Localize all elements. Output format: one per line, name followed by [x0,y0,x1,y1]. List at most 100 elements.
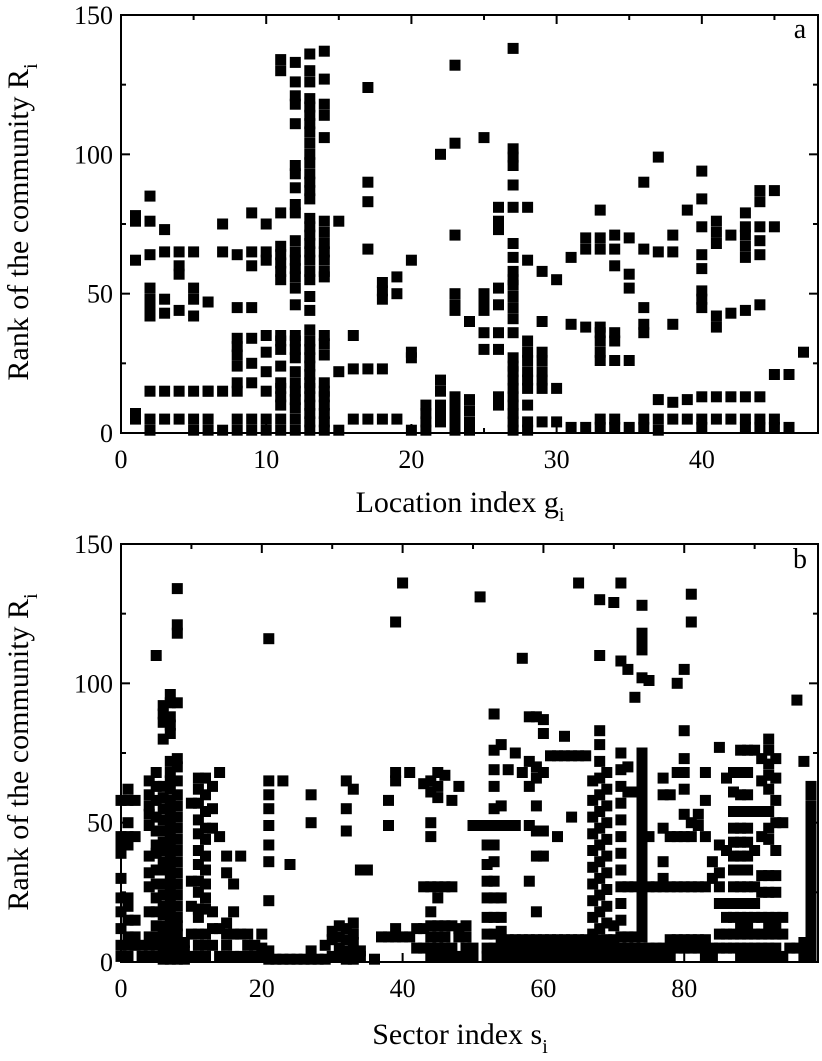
data-point-square [671,831,683,843]
data-point-square [721,928,732,940]
data-point-square [171,945,183,957]
data-point-square [449,299,461,311]
data-point-square [798,755,810,767]
data-point-square [667,229,679,241]
data-point-square [652,424,664,436]
data-point-square [594,839,606,851]
data-point-square [636,755,648,767]
data-point-square [425,931,437,943]
data-point-square [692,934,704,946]
data-point-square [405,346,417,358]
data-point-square [263,775,275,787]
data-point-square [749,950,761,962]
data-point-square [749,942,761,954]
data-point-square [530,825,542,837]
data-point-square [171,789,183,801]
data-point-square [207,803,218,815]
data-point-square [157,945,169,957]
data-point-square [231,341,243,353]
data-point-square [150,780,162,792]
data-point-square [231,332,243,344]
data-point-square [289,246,301,258]
data-point-square [545,950,556,962]
data-point-square [143,906,155,918]
data-point-square [805,934,817,946]
data-point-square [636,856,648,868]
data-point-square [523,875,535,887]
data-point-square [768,369,780,380]
data-point-square [728,850,739,862]
data-point-square [754,413,766,425]
data-point-square [446,950,458,962]
data-point-square [347,953,359,965]
data-point-square [650,942,662,954]
data-point-square [664,934,676,946]
data-point-square [425,942,437,954]
data-point-square [144,190,156,202]
data-point-square [530,906,542,918]
data-point-square [756,775,768,787]
data-point-square [150,920,162,932]
data-point-square [678,934,690,946]
data-point-square [536,355,548,366]
data-point-square [622,761,634,773]
data-point-square [622,663,634,675]
data-point-square [728,836,739,848]
y-tick-label: 0 [100,948,113,977]
data-point-square [805,884,817,895]
data-point-square [304,193,316,205]
data-point-square [664,789,676,801]
data-point-square [636,881,648,893]
data-point-square [231,349,243,361]
data-point-square [594,950,606,962]
data-point-square [509,820,521,831]
data-point-square [263,820,275,831]
data-point-square [587,911,599,923]
data-point-square [609,413,621,425]
data-point-square [150,825,162,837]
data-point-square [231,360,243,372]
data-point-square [609,421,621,433]
data-point-square [275,330,287,341]
data-point-square [763,833,775,845]
data-point-square [523,950,535,962]
data-point-square [249,950,261,962]
data-point-square [275,399,287,411]
panel-a-label: a [794,14,807,45]
data-point-square [805,892,817,904]
data-point-square [164,920,176,932]
data-point-square [202,385,214,397]
data-point-square [390,767,402,778]
data-point-square [159,413,171,425]
data-point-square [749,911,761,923]
data-point-square [188,310,200,322]
data-point-square [289,263,301,275]
data-point-square [601,783,613,795]
data-point-square [805,867,817,879]
data-point-square [725,391,737,403]
data-point-square [289,385,301,397]
data-point-square [318,385,330,397]
data-point-square [493,391,504,403]
data-point-square [587,895,599,907]
data-point-square [552,750,563,762]
data-point-square [122,794,134,806]
data-point-square [522,424,534,436]
data-point-square [530,761,542,773]
data-point-square [188,246,200,258]
data-point-square [129,931,141,943]
data-point-square [502,950,514,962]
data-point-square [178,953,190,965]
data-point-square [164,767,176,778]
data-point-square [260,330,272,341]
data-point-square [636,644,648,656]
data-point-square [449,416,461,428]
data-point-square [481,928,493,940]
data-point-square [304,274,316,286]
data-point-square [622,881,634,893]
data-point-square [178,945,190,957]
data-point-square [756,950,768,962]
data-point-square [636,942,648,954]
data-point-square [507,160,519,171]
data-point-square [566,950,578,962]
